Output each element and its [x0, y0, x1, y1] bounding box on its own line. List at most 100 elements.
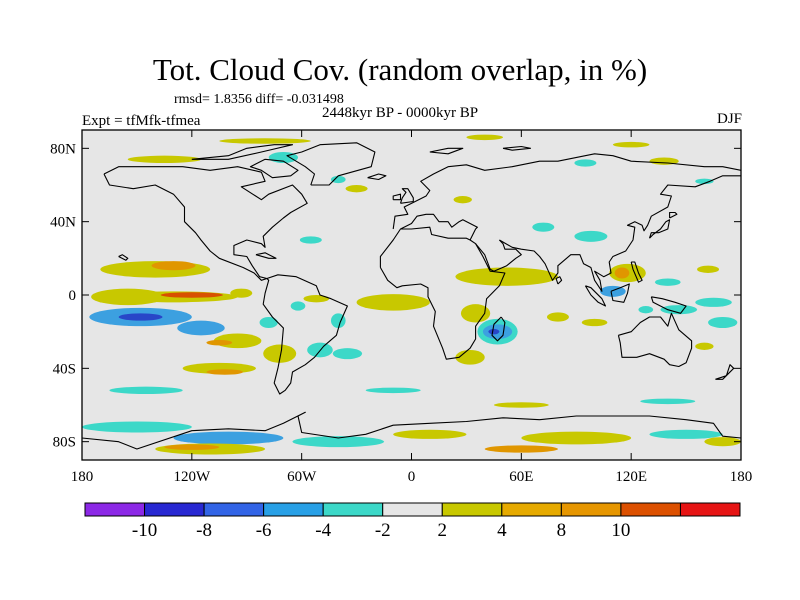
- anomaly-region: [393, 429, 467, 439]
- anomaly-region: [697, 265, 720, 274]
- colorbar-swatch: [560, 502, 622, 517]
- anomaly-region: [365, 387, 421, 394]
- anomaly-contours: [82, 134, 741, 455]
- colorbar-label: -6: [256, 520, 272, 541]
- lon-tick-label: 180: [730, 469, 753, 485]
- colorbar-swatch: [620, 502, 681, 517]
- anomaly-region: [230, 288, 253, 298]
- colorbar: -10 -8 -6 -4 -2 2 4 8 10: [84, 502, 741, 541]
- lon-tick-label: 120E: [615, 469, 647, 485]
- colorbar-label: -2: [375, 520, 391, 541]
- anomaly-region: [299, 236, 322, 244]
- period-label: 2448kyr BP - 0000kyr BP: [322, 105, 479, 121]
- anomaly-region: [164, 444, 220, 450]
- coastline: [617, 312, 693, 368]
- coastline: [367, 173, 387, 181]
- lon-tick-label: 120W: [173, 469, 211, 485]
- anomaly-region: [332, 348, 363, 360]
- coastline: [392, 193, 402, 201]
- anomaly-region: [160, 292, 223, 298]
- anomaly-region: [574, 230, 608, 242]
- anomaly-region: [263, 344, 297, 363]
- coastline: [502, 145, 532, 151]
- anomaly-region: [695, 297, 732, 307]
- colorbar-swatch: [144, 502, 205, 517]
- anomaly-region: [695, 178, 714, 185]
- lon-tick-label: 180: [71, 469, 94, 485]
- anomaly-region: [82, 421, 192, 433]
- anomaly-region: [177, 320, 225, 336]
- anomaly-region: [614, 267, 630, 279]
- colorbar-label: -8: [196, 520, 212, 541]
- anomaly-region: [118, 313, 163, 321]
- coastline: [491, 316, 506, 342]
- season-label: DJF: [716, 111, 742, 127]
- colorbar-label: 2: [438, 520, 448, 541]
- anomaly-region: [521, 431, 632, 445]
- coastline: [191, 144, 294, 160]
- anomaly-region: [455, 267, 558, 286]
- colorbar-swatch: [203, 502, 265, 517]
- anomaly-region: [649, 429, 723, 439]
- anomaly-region: [292, 436, 385, 448]
- lat-tick-label: 80S: [53, 435, 76, 451]
- coastline: [392, 153, 741, 230]
- lat-tick-label: 40N: [50, 215, 76, 231]
- colorbar-label: 4: [497, 520, 507, 541]
- anomaly-region: [532, 222, 555, 232]
- anomaly-region: [173, 431, 284, 445]
- experiment-label: Expt = tfMfk-tfmea: [82, 113, 201, 129]
- coastline: [499, 175, 741, 292]
- anomaly-region: [704, 437, 741, 447]
- colorbar-label: -4: [315, 520, 331, 541]
- colorbar-swatch: [322, 502, 384, 517]
- anomaly-region: [574, 159, 597, 167]
- anomaly-region: [356, 294, 430, 311]
- anomaly-region: [660, 305, 698, 315]
- coastline: [475, 239, 522, 272]
- anomaly-region: [303, 295, 330, 303]
- colorbar-label: -10: [132, 520, 157, 541]
- colorbar-swatch: [679, 502, 741, 517]
- lon-tick-label: 0: [408, 469, 416, 485]
- anomaly-region: [219, 138, 311, 144]
- coastline: [648, 219, 671, 239]
- coastline: [249, 158, 299, 179]
- anomaly-region: [206, 339, 233, 346]
- lat-tick-label: 80N: [50, 141, 76, 157]
- lat-tick-label: 40S: [53, 361, 76, 377]
- anomaly-region: [453, 196, 472, 204]
- coastline: [630, 261, 643, 283]
- colorbar-swatch: [263, 502, 324, 517]
- anomaly-region: [581, 318, 608, 327]
- anomaly-region: [109, 386, 183, 395]
- anomaly-region: [638, 306, 654, 314]
- colorbar-swatch: [441, 502, 503, 517]
- coastline: [255, 252, 277, 259]
- coastline: [262, 274, 348, 395]
- coastline: [715, 364, 735, 380]
- coastline: [286, 142, 376, 186]
- colorbar-label: 8: [557, 520, 567, 541]
- anomaly-region: [466, 134, 504, 141]
- anomaly-region: [345, 185, 368, 193]
- coastline: [118, 254, 129, 261]
- coastline: [610, 283, 630, 303]
- coastline: [650, 296, 687, 314]
- anomaly-region: [330, 175, 346, 184]
- anomaly-region: [206, 369, 244, 375]
- axis-ticks: 80N 40N 0 40S 80S 180 120W 60W 0 60E 120E 180: [50, 130, 752, 485]
- anomaly-region: [695, 342, 714, 351]
- coastline: [82, 411, 741, 450]
- anomaly-region: [259, 317, 278, 328]
- colorbar-label: 10: [611, 520, 630, 541]
- anomaly-region: [493, 402, 549, 408]
- lon-tick-label: 60E: [509, 469, 533, 485]
- coastline: [400, 213, 478, 241]
- coastline: [555, 276, 563, 285]
- anomaly-region: [127, 155, 201, 163]
- coastlines: [82, 142, 741, 450]
- coastline: [669, 211, 678, 219]
- anomaly-region: [484, 445, 558, 453]
